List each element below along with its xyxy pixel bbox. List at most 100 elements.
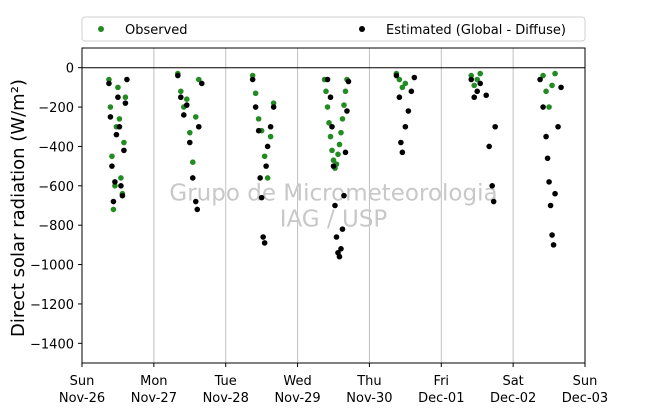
estimated-point bbox=[113, 131, 120, 138]
estimated-point bbox=[183, 102, 190, 108]
estimated-point bbox=[249, 76, 256, 83]
estimated-point bbox=[345, 78, 352, 85]
estimated-point bbox=[198, 80, 205, 87]
y-tick-label: −200 bbox=[38, 101, 74, 116]
observed-point bbox=[474, 76, 481, 83]
observed-point bbox=[121, 139, 127, 146]
observed-point bbox=[178, 88, 184, 95]
x-tick-label-date: Nov-29 bbox=[274, 391, 320, 406]
observed-point bbox=[122, 94, 129, 101]
estimated-point bbox=[260, 234, 266, 240]
y-axis-label: Direct solar radiation (W/m²) bbox=[8, 79, 29, 337]
observed-point bbox=[195, 76, 202, 83]
y-tick-label: −800 bbox=[38, 219, 74, 234]
x-tick-label-day: Sun bbox=[70, 374, 95, 389]
observed-point bbox=[546, 104, 552, 110]
estimated-point bbox=[408, 88, 415, 95]
estimated-point bbox=[195, 123, 202, 130]
observed-point bbox=[329, 147, 335, 154]
estimated-point bbox=[110, 198, 117, 205]
observed-point bbox=[336, 141, 343, 148]
estimated-point bbox=[119, 192, 126, 199]
observed-point bbox=[468, 72, 475, 79]
x-tick-label-date: Dec-01 bbox=[418, 391, 464, 406]
y-tick-label: −1200 bbox=[30, 298, 74, 313]
x-tick-label-date: Nov-26 bbox=[59, 391, 105, 406]
watermark-line-1: Grupo de Micrometeorologia bbox=[169, 181, 497, 207]
estimated-point bbox=[489, 183, 495, 189]
estimated-point bbox=[255, 127, 262, 134]
observed-point bbox=[115, 84, 121, 91]
legend-frame bbox=[81, 16, 586, 42]
watermark-line-2: IAG / USP bbox=[280, 207, 388, 233]
y-tick-label: −600 bbox=[38, 180, 74, 195]
estimated-point bbox=[106, 80, 112, 87]
x-tick-label-date: Nov-27 bbox=[131, 391, 177, 406]
observed-point bbox=[549, 82, 555, 89]
estimated-point bbox=[405, 108, 412, 114]
observed-point bbox=[112, 183, 118, 189]
observed-point bbox=[396, 76, 403, 83]
x-tick-label-day: Tue bbox=[214, 374, 237, 389]
estimated-point bbox=[398, 139, 404, 146]
estimated-point bbox=[324, 76, 331, 83]
estimated-point bbox=[257, 175, 263, 181]
estimated-point bbox=[186, 139, 193, 146]
estimated-point bbox=[537, 76, 543, 83]
y-axis-ticks: 0 −200 −400 −600 −800 −1000 −1200 −1400 bbox=[30, 62, 82, 352]
x-tick-label-day: Thu bbox=[356, 374, 381, 389]
estimated-point bbox=[550, 242, 557, 248]
observed-point bbox=[186, 129, 193, 136]
x-tick-label-date: Dec-02 bbox=[490, 391, 536, 406]
estimated-point bbox=[552, 190, 558, 197]
estimated-point bbox=[112, 179, 118, 185]
estimated-point bbox=[122, 100, 129, 106]
estimated-point bbox=[477, 80, 484, 87]
observed-point bbox=[339, 116, 346, 122]
observed-point bbox=[264, 175, 271, 181]
estimated-point bbox=[181, 112, 187, 118]
estimated-point bbox=[555, 123, 561, 130]
estimated-point bbox=[109, 163, 115, 169]
estimated-point bbox=[549, 232, 555, 238]
observed-point bbox=[249, 72, 256, 79]
estimated-point bbox=[330, 163, 337, 169]
estimated-point bbox=[124, 76, 130, 83]
estimated-point bbox=[329, 123, 335, 130]
estimated-point bbox=[468, 76, 475, 83]
x-tick-label-date: Dec-03 bbox=[562, 391, 608, 406]
estimated-point bbox=[483, 92, 490, 99]
estimated-point bbox=[474, 88, 481, 95]
legend-marker-observed bbox=[98, 26, 104, 32]
estimated-point bbox=[327, 94, 334, 101]
observed-point bbox=[109, 153, 115, 160]
legend-label-observed: Observed bbox=[125, 23, 188, 38]
estimated-point bbox=[341, 192, 347, 199]
data-points bbox=[106, 70, 564, 260]
x-axis-ticks: Sun Nov-26 Mon Nov-27 Tue Nov-28 Wed Nov-29 Thu N… bbox=[59, 363, 608, 406]
observed-point bbox=[335, 151, 341, 158]
estimated-point bbox=[116, 123, 123, 130]
estimated-point bbox=[107, 114, 114, 120]
estimated-point bbox=[540, 104, 546, 110]
estimated-point bbox=[544, 155, 551, 162]
observed-point bbox=[261, 153, 268, 160]
y-tick-label: −1400 bbox=[30, 337, 74, 352]
estimated-point bbox=[118, 183, 124, 189]
estimated-point bbox=[336, 253, 343, 260]
estimated-point bbox=[547, 202, 554, 209]
legend: Observed Estimated (Global - Diffuse) bbox=[81, 16, 586, 42]
estimated-point bbox=[399, 149, 406, 156]
estimated-point bbox=[486, 143, 492, 150]
estimated-point bbox=[189, 175, 196, 181]
x-gridlines bbox=[153, 48, 514, 363]
estimated-point bbox=[558, 84, 564, 91]
observed-point bbox=[110, 206, 117, 213]
plot-area-frame bbox=[81, 47, 586, 364]
legend-label-estimated: Estimated (Global - Diffuse) bbox=[386, 23, 566, 38]
estimated-point bbox=[393, 72, 400, 79]
estimated-point bbox=[178, 94, 184, 101]
estimated-point bbox=[471, 94, 478, 101]
observed-point bbox=[327, 133, 334, 140]
